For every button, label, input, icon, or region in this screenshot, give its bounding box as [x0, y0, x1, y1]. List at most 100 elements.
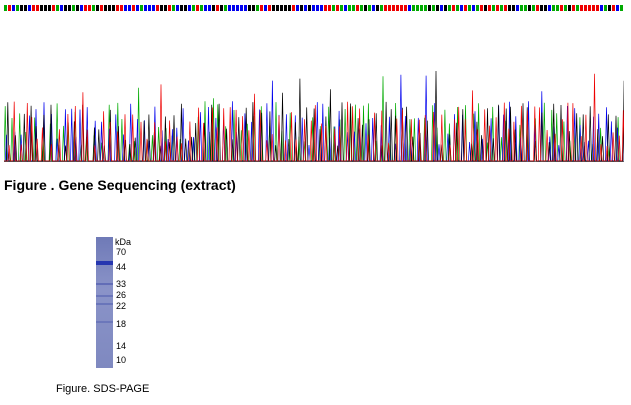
sequence-base	[8, 5, 11, 11]
sequence-base	[320, 5, 323, 11]
sequence-base	[176, 5, 179, 11]
sequence-base	[388, 5, 391, 11]
sequence-base	[564, 5, 567, 11]
sequence-base	[456, 5, 459, 11]
marker-label: 44	[116, 262, 127, 272]
sequence-base	[316, 5, 319, 11]
sequence-base	[464, 5, 467, 11]
sequence-base	[512, 5, 515, 11]
sequence-base	[524, 5, 527, 11]
sequence-base-strip	[4, 5, 623, 11]
sequence-base	[372, 5, 375, 11]
sequence-base	[476, 5, 479, 11]
sequence-base	[516, 5, 519, 11]
sequence-base	[448, 5, 451, 11]
sequence-base	[544, 5, 547, 11]
sequence-base	[396, 5, 399, 11]
sequence-base	[584, 5, 587, 11]
sequence-base	[616, 5, 619, 11]
sequence-base	[144, 5, 147, 11]
sequence-base	[20, 5, 23, 11]
sequence-base	[532, 5, 535, 11]
marker-label: 10	[116, 355, 127, 365]
sequence-base	[364, 5, 367, 11]
sequence-base	[168, 5, 171, 11]
sequence-base	[52, 5, 55, 11]
sequence-base	[4, 5, 7, 11]
sequence-base	[488, 5, 491, 11]
sequence-base	[172, 5, 175, 11]
sequence-base	[588, 5, 591, 11]
sequence-base	[128, 5, 131, 11]
sequence-base	[436, 5, 439, 11]
sequence-base	[620, 5, 623, 11]
sequence-base	[296, 5, 299, 11]
sequence-base	[60, 5, 63, 11]
sequence-base	[80, 5, 83, 11]
sequence-base	[284, 5, 287, 11]
sequence-base	[200, 5, 203, 11]
sequence-base	[276, 5, 279, 11]
sequence-base	[352, 5, 355, 11]
sequence-base	[228, 5, 231, 11]
sequence-base	[216, 5, 219, 11]
sequence-base	[72, 5, 75, 11]
sequence-base	[132, 5, 135, 11]
gel-band	[96, 303, 113, 305]
sequence-base	[208, 5, 211, 11]
gel-band	[96, 261, 113, 265]
sequence-base	[288, 5, 291, 11]
sequence-base	[536, 5, 539, 11]
sequence-base	[244, 5, 247, 11]
sequence-base	[548, 5, 551, 11]
sequence-base	[148, 5, 151, 11]
sequence-base	[604, 5, 607, 11]
sequence-base	[32, 5, 35, 11]
sequence-base	[124, 5, 127, 11]
sequence-base	[48, 5, 51, 11]
sequence-base	[596, 5, 599, 11]
sequence-base	[308, 5, 311, 11]
sequence-base	[260, 5, 263, 11]
sequence-base	[76, 5, 79, 11]
sequence-base	[580, 5, 583, 11]
sequence-base	[392, 5, 395, 11]
sequence-base	[324, 5, 327, 11]
sequence-base	[492, 5, 495, 11]
sequence-base	[328, 5, 331, 11]
sequence-base	[612, 5, 615, 11]
sequence-base	[424, 5, 427, 11]
sequence-base	[384, 5, 387, 11]
sequence-base	[84, 5, 87, 11]
sequence-base	[400, 5, 403, 11]
sequence-base	[360, 5, 363, 11]
sequence-base	[236, 5, 239, 11]
sequence-base	[520, 5, 523, 11]
sequence-base	[152, 5, 155, 11]
sequence-base	[380, 5, 383, 11]
sequence-base	[556, 5, 559, 11]
sequence-base	[420, 5, 423, 11]
marker-label: 14	[116, 341, 127, 351]
chromatogram-trace	[4, 73, 624, 162]
sequence-base	[112, 5, 115, 11]
sequence-base	[304, 5, 307, 11]
marker-label: 33	[116, 279, 127, 289]
sequence-base	[504, 5, 507, 11]
sequence-base	[340, 5, 343, 11]
sequence-base	[428, 5, 431, 11]
sequence-base	[432, 5, 435, 11]
sequence-base	[292, 5, 295, 11]
sequence-base	[64, 5, 67, 11]
sequence-base	[572, 5, 575, 11]
marker-label: 26	[116, 290, 127, 300]
sequence-base	[24, 5, 27, 11]
sequence-base	[184, 5, 187, 11]
sequence-base	[484, 5, 487, 11]
sequence-base	[40, 5, 43, 11]
sequence-base	[280, 5, 283, 11]
sequence-base	[136, 5, 139, 11]
sequence-base	[356, 5, 359, 11]
sequence-base	[460, 5, 463, 11]
sequence-base	[68, 5, 71, 11]
